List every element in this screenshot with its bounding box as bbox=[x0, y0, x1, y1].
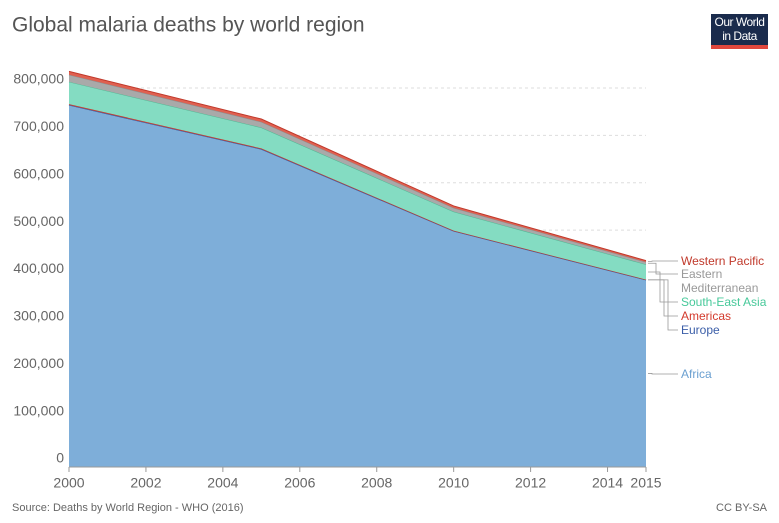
x-tick-label: 2008 bbox=[361, 475, 392, 491]
x-tick-label: 2014 bbox=[592, 475, 623, 491]
y-tick-label: 0 bbox=[56, 450, 64, 466]
legend-connector bbox=[648, 271, 678, 303]
area bbox=[69, 74, 646, 265]
legend-connector bbox=[648, 279, 678, 317]
area-line bbox=[68, 70, 647, 262]
y-tick-label: 400,000 bbox=[13, 260, 64, 276]
legend-label: Western Pacific bbox=[681, 254, 765, 268]
chart-title: Global malaria deaths by world region bbox=[12, 14, 365, 37]
area bbox=[69, 81, 646, 280]
areas bbox=[68, 70, 647, 468]
legend-label: Africa bbox=[681, 367, 712, 381]
legend-connector bbox=[648, 279, 678, 331]
logo-box bbox=[711, 14, 768, 49]
source: Source: Deaths by World Region - WHO (20… bbox=[12, 502, 244, 514]
legend-label: Eastern Mediterranean bbox=[681, 267, 759, 295]
x-tick-label: 2002 bbox=[130, 475, 161, 491]
x-tick-label: 2004 bbox=[207, 475, 238, 491]
legend-label: Europe bbox=[681, 323, 720, 337]
area bbox=[69, 105, 646, 468]
legend-connector bbox=[648, 262, 678, 275]
y-tick-label: 300,000 bbox=[13, 308, 64, 324]
license: CC BY-SA bbox=[716, 502, 768, 514]
y-tick-label: 600,000 bbox=[13, 165, 64, 181]
y-tick-label: 100,000 bbox=[13, 402, 64, 418]
x-tick-label: 2010 bbox=[438, 475, 469, 491]
y-tick-label: 700,000 bbox=[13, 118, 64, 134]
y-tick-label: 500,000 bbox=[13, 213, 64, 229]
logo: Our World in Data bbox=[714, 15, 765, 43]
x-tick-label: 2006 bbox=[284, 475, 315, 491]
x-tick-label: 2012 bbox=[515, 475, 546, 491]
logo-text: Our World in Data bbox=[714, 15, 765, 43]
legend-label: South-East Asia bbox=[681, 295, 767, 309]
x-tick-label: 2000 bbox=[53, 475, 84, 491]
y-tick-label: 800,000 bbox=[13, 71, 64, 87]
y-tick-label: 200,000 bbox=[13, 355, 64, 371]
logo-bar bbox=[711, 45, 768, 49]
legend-connector bbox=[648, 373, 678, 375]
x-tick-label: 2015 bbox=[630, 475, 661, 491]
legend-label: Americas bbox=[681, 309, 732, 323]
